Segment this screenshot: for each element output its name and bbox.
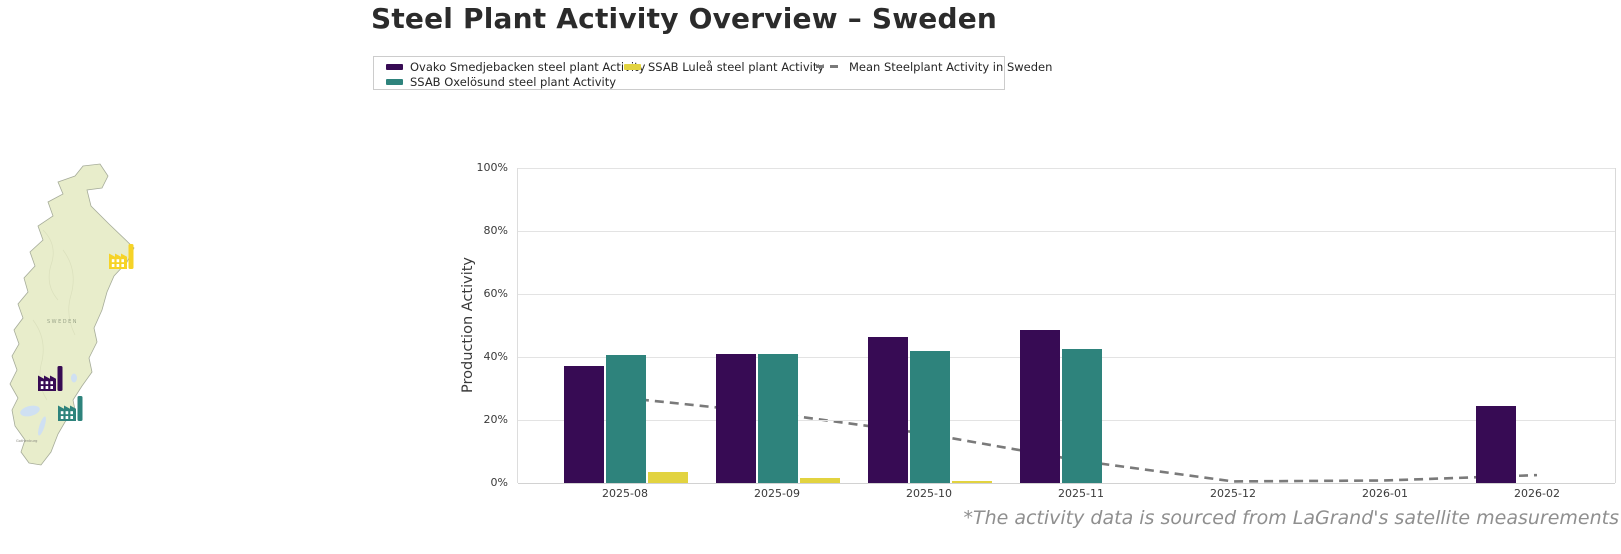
page-title: Steel Plant Activity Overview – Sweden bbox=[370, 2, 998, 35]
gridline bbox=[518, 483, 1615, 484]
x-tick-label: 2025-12 bbox=[1210, 487, 1256, 500]
bar bbox=[952, 481, 992, 483]
legend-swatch-lulea-icon bbox=[624, 64, 641, 70]
y-tick-label: 60% bbox=[483, 287, 508, 300]
x-tick-label: 2025-10 bbox=[906, 487, 952, 500]
gridline bbox=[518, 231, 1615, 232]
y-tick-label: 100% bbox=[476, 161, 508, 174]
bar bbox=[800, 478, 840, 483]
bar bbox=[606, 355, 646, 483]
y-tick-label: 0% bbox=[490, 476, 508, 489]
map-city-label-gothenburg: Gothenburg bbox=[16, 439, 37, 443]
bar bbox=[1476, 405, 1516, 483]
bar bbox=[1062, 349, 1102, 483]
y-axis-label: Production Activity bbox=[460, 257, 476, 393]
legend-label: Ovako Smedjebacken steel plant Activity bbox=[410, 60, 646, 74]
bar bbox=[1020, 330, 1060, 483]
legend-label: SSAB Oxelösund steel plant Activity bbox=[410, 75, 617, 89]
legend-dashed-line-icon bbox=[816, 65, 842, 68]
sweden-map-svg: SWEDEN Gothenburg bbox=[9, 163, 135, 466]
bar bbox=[758, 353, 798, 483]
bar bbox=[648, 471, 688, 483]
legend-swatch-ovako-icon bbox=[386, 64, 403, 70]
gridline bbox=[518, 294, 1615, 295]
legend-label: SSAB Luleå steel plant Activity bbox=[648, 60, 825, 74]
x-tick-label: 2025-11 bbox=[1058, 487, 1104, 500]
legend-item-ssab-oxelosund: SSAB Oxelösund steel plant Activity bbox=[386, 75, 616, 90]
gridline bbox=[518, 168, 1615, 169]
bar bbox=[910, 350, 950, 483]
y-tick-label: 40% bbox=[483, 350, 508, 363]
legend-item-ovako-smedjebacken: Ovako Smedjebacken steel plant Activity bbox=[386, 60, 645, 75]
x-tick-label: 2025-09 bbox=[754, 487, 800, 500]
map-country-label: SWEDEN bbox=[47, 319, 78, 325]
x-tick-label: 2025-08 bbox=[602, 487, 648, 500]
legend-item-mean-line: Mean Steelplant Activity in Sweden bbox=[816, 60, 1052, 75]
y-tick-label: 20% bbox=[483, 413, 508, 426]
legend-label: Mean Steelplant Activity in Sweden bbox=[849, 60, 1053, 74]
legend: Ovako Smedjebacken steel plant Activity … bbox=[373, 56, 1052, 90]
x-tick-label: 2026-02 bbox=[1514, 487, 1560, 500]
legend-item-ssab-lulea: SSAB Luleå steel plant Activity bbox=[624, 60, 824, 75]
map-lakes bbox=[20, 373, 77, 436]
y-tick-label: 80% bbox=[483, 224, 508, 237]
activity-bar-chart: 2025-08 2025-09 2025-10 2025-11 2025-12 2026-… bbox=[517, 168, 1616, 500]
bar bbox=[868, 336, 908, 483]
legend-swatch-oxelosund-icon bbox=[386, 79, 403, 85]
bar bbox=[716, 353, 756, 483]
x-tick-label: 2026-01 bbox=[1362, 487, 1408, 500]
sweden-map: SWEDEN Gothenburg bbox=[3, 160, 137, 472]
bar bbox=[564, 366, 604, 483]
footnote: *The activity data is sourced from LaGra… bbox=[963, 507, 1619, 529]
